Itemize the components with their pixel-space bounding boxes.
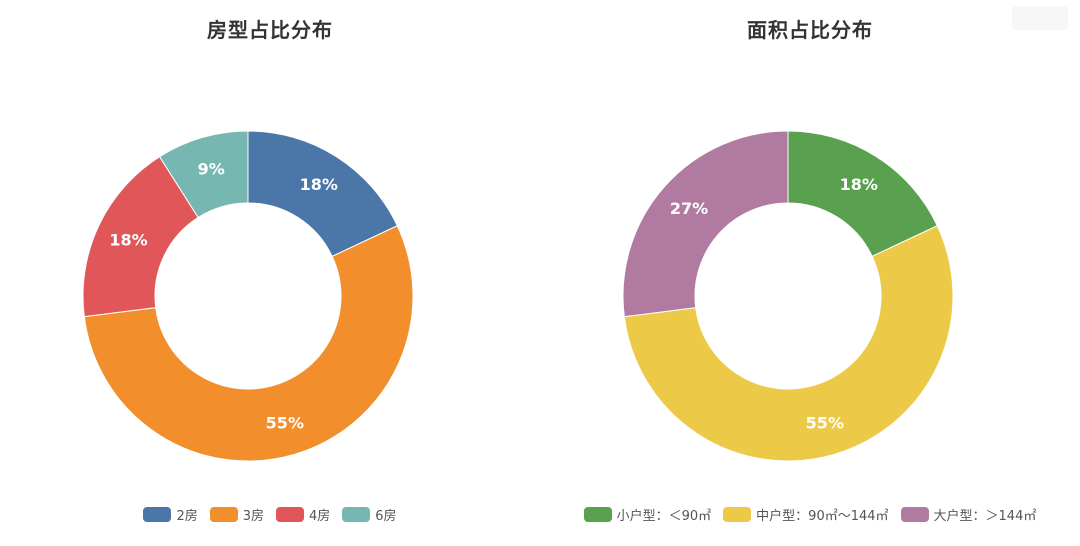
chart-title: 面积占比分布 (747, 18, 873, 42)
legend-item[interactable]: 6房 (342, 505, 397, 524)
legend-item[interactable]: 2房 (143, 505, 198, 524)
area-legend: 小户型：＜90㎡ 中户型：90㎡～144㎡ 大户型：＞144㎡ (540, 505, 1080, 524)
legend-swatch (583, 507, 612, 522)
legend-item[interactable]: 3房 (209, 505, 264, 524)
room-type-donut-chart: 18% 55% 18% 9% (82, 130, 414, 462)
legend-item[interactable]: 中户型：90㎡～144㎡ (723, 505, 889, 524)
slice-2[interactable] (83, 225, 414, 462)
toolbox-placeholder (1012, 6, 1068, 30)
legend-swatch (276, 507, 304, 522)
legend-label: 2房 (176, 509, 198, 524)
slice-3[interactable] (622, 130, 789, 318)
legend-label: 小户型：＜90㎡ (616, 509, 712, 524)
slice-data-label: 27% (670, 199, 708, 218)
legend-swatch (723, 507, 752, 522)
legend-swatch (143, 507, 172, 522)
slice-data-label: 18% (840, 175, 878, 194)
legend-label: 6房 (375, 509, 397, 524)
legend-label: 中户型：90㎡～144㎡ (756, 509, 889, 524)
legend-label: 大户型：＞144㎡ (933, 509, 1037, 524)
room-type-legend: 2房 3房 4房 6房 (0, 505, 540, 524)
slice-data-label: 55% (266, 413, 304, 432)
slice-4[interactable] (158, 130, 249, 219)
slice-data-label: 55% (806, 413, 844, 432)
area-donut-chart: 18% 55% 27% (622, 130, 954, 462)
legend-item[interactable]: 4房 (276, 505, 330, 524)
legend-label: 4房 (309, 509, 331, 524)
legend-label: 3房 (242, 509, 264, 524)
legend-swatch (209, 507, 238, 522)
room-type-chart-panel: 房型占比分布 18% 55% 18% 9% 2房 3房 4房 6房 (0, 18, 540, 524)
legend-item[interactable]: 大户型：＞144㎡ (900, 505, 1037, 524)
area-chart-panel: 面积占比分布 18% 55% 27% 小户型：＜90㎡ 中户型：90㎡～144㎡ 大户型… (540, 0, 1080, 546)
chart-title: 房型占比分布 (207, 18, 333, 42)
slice-data-label: 9% (198, 160, 225, 179)
legend-item[interactable]: 小户型：＜90㎡ (583, 505, 712, 524)
slice-data-label: 18% (109, 230, 147, 249)
slice-2[interactable] (623, 225, 954, 462)
legend-swatch (900, 507, 929, 522)
slice-data-label: 18% (300, 175, 338, 194)
legend-swatch (342, 507, 371, 522)
